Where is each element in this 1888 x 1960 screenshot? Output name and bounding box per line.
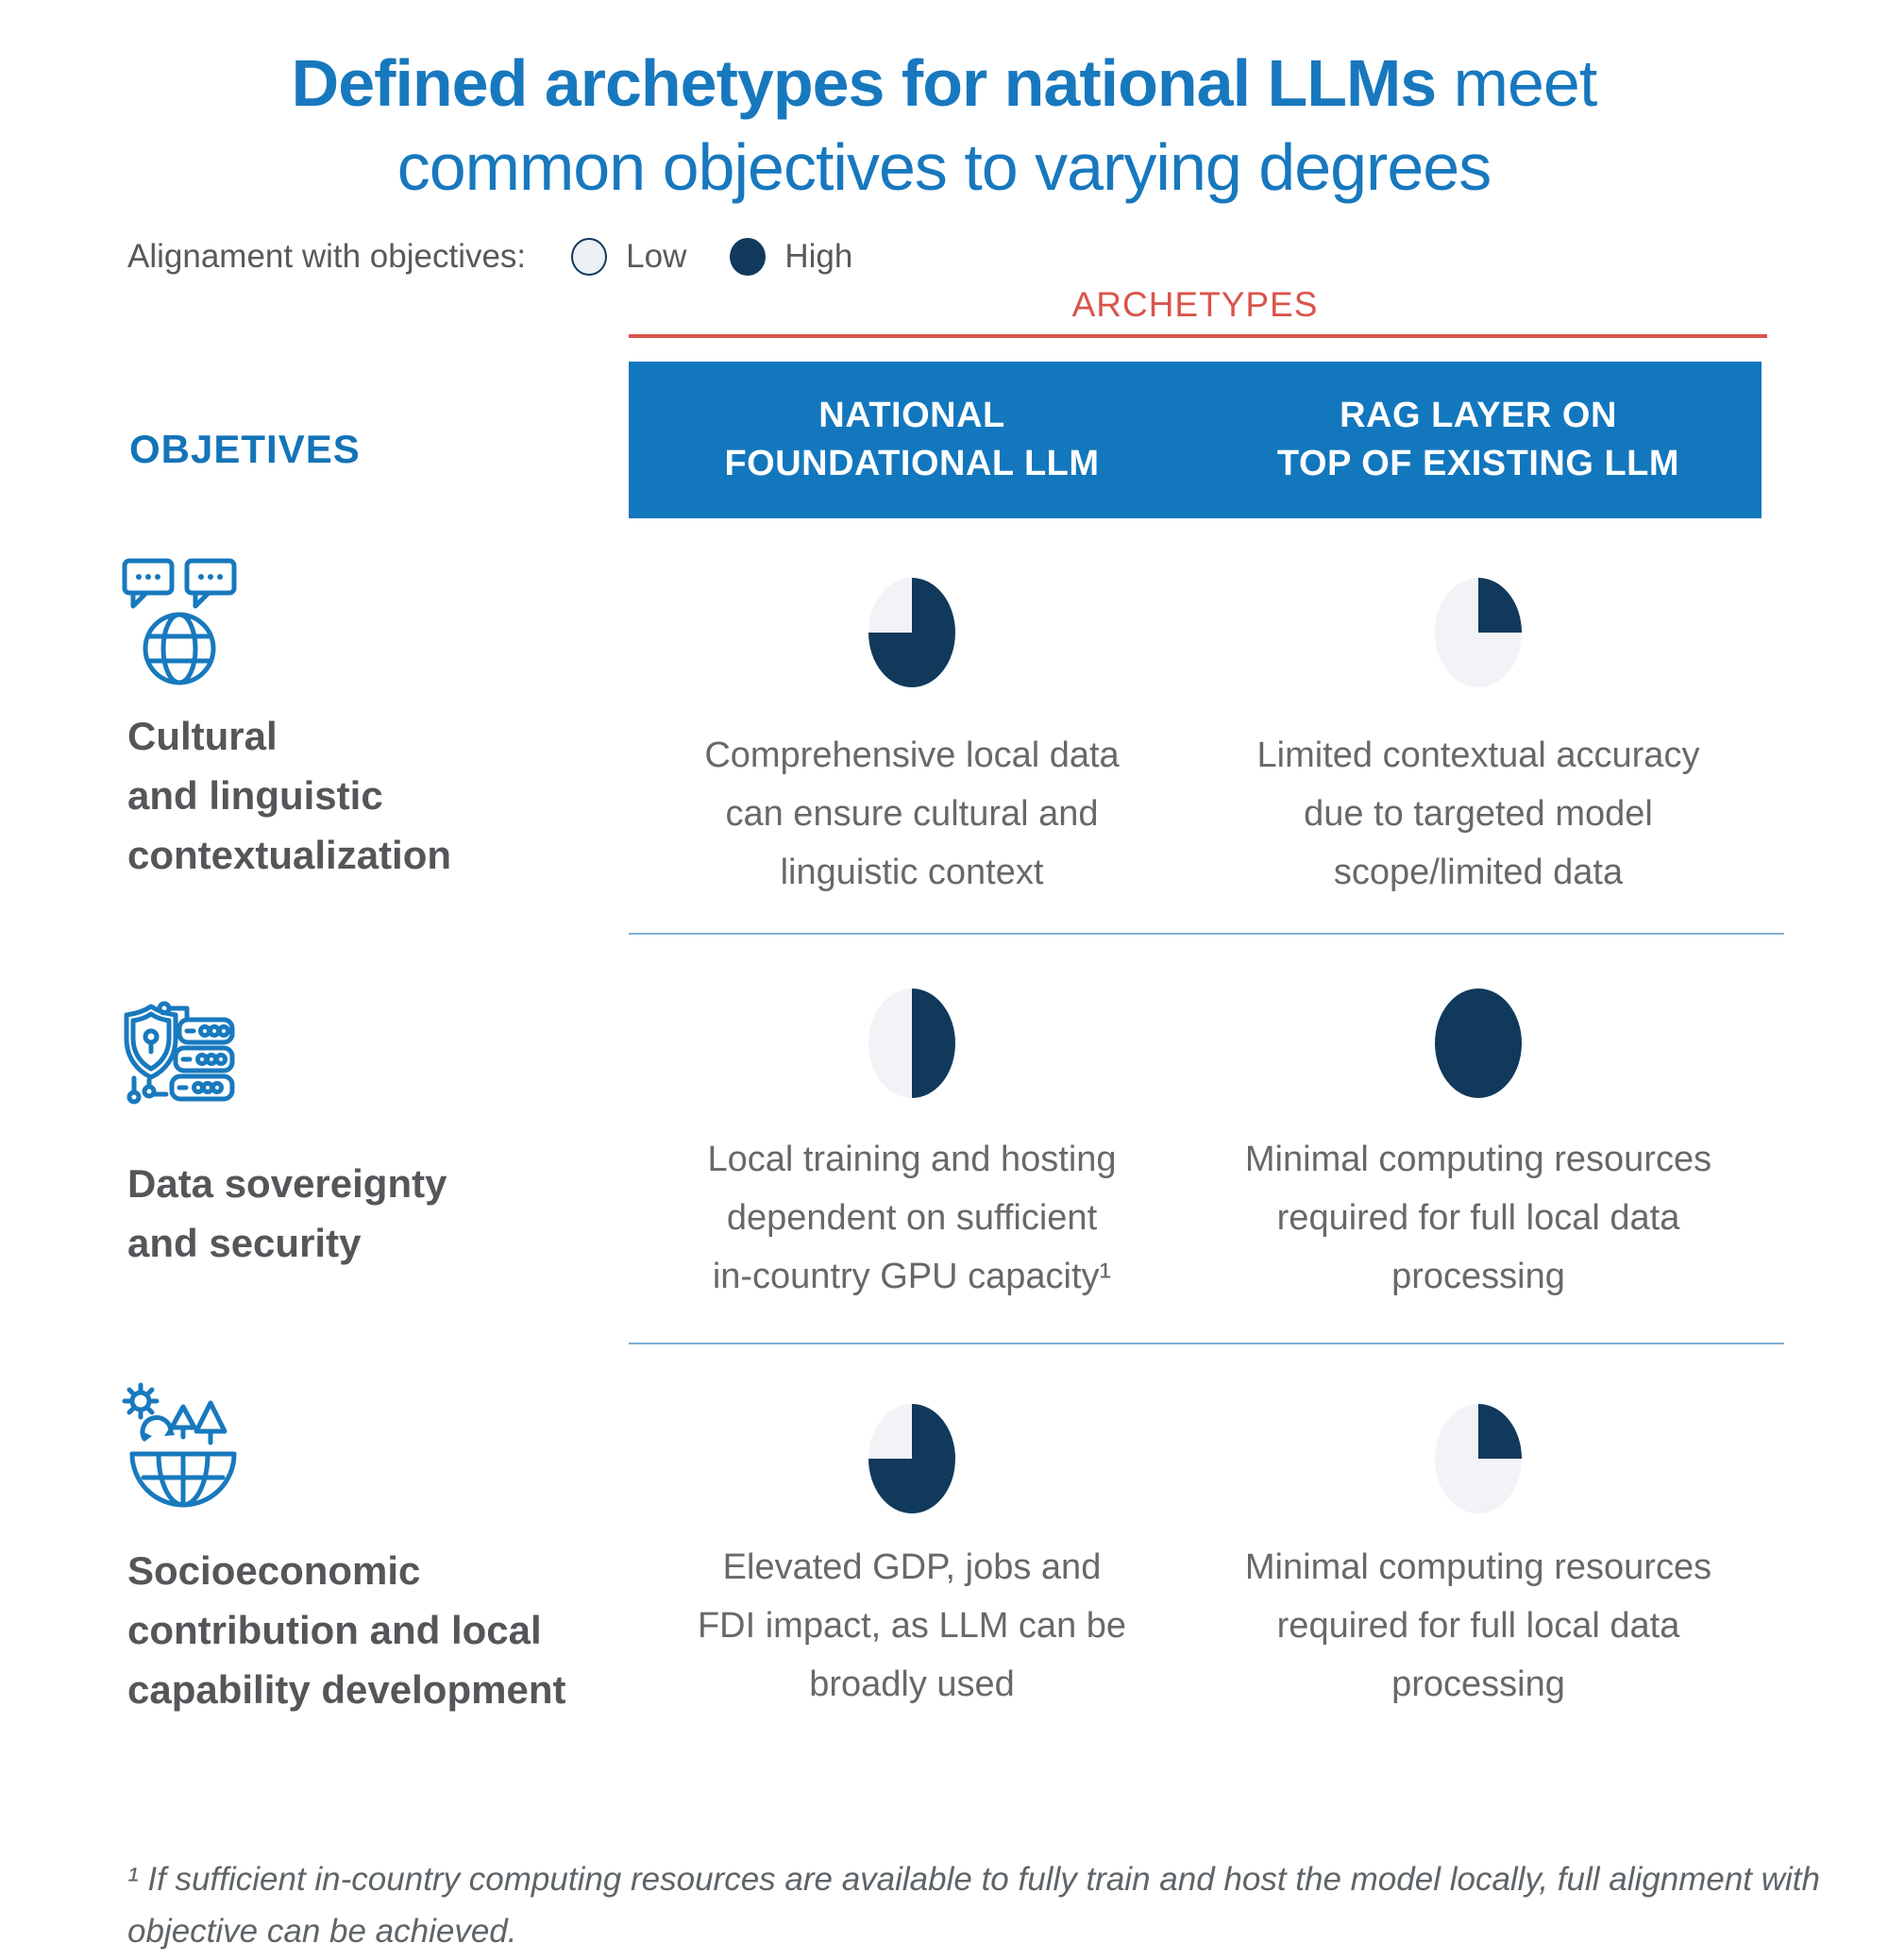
harvey-ball-socioeconomic-rag [1435, 1404, 1522, 1513]
objective-label-socioeconomic: Socioeconomic contribution and local cap… [127, 1548, 566, 1712]
harvey-ball-cultural-rag [1435, 578, 1522, 687]
shield-server-icon [121, 1001, 238, 1116]
high-circle-icon [730, 238, 767, 276]
title-line-1: Defined archetypes for national LLMs mee… [0, 42, 1888, 126]
column-header-national-llm: NATIONAL FOUNDATIONAL LLM [724, 395, 1100, 483]
legend-item-low: Low [571, 238, 686, 276]
title-light: meet [1436, 46, 1598, 120]
cell-text-sovereignty-national: Local training and hosting dependent on … [707, 1140, 1117, 1296]
row-separator-2 [629, 1343, 1784, 1344]
harvey-ball-cultural-national [868, 578, 955, 687]
harvey-ball-sovereignty-national [868, 988, 955, 1098]
objectives-header: OBJETIVES [129, 427, 361, 471]
objective-label-cultural: Cultural and linguistic contextualizatio… [127, 714, 452, 877]
page-title: Defined archetypes for national LLMs mee… [0, 42, 1888, 210]
cell-text-socioeconomic-rag: Minimal computing resources required for… [1244, 1547, 1712, 1704]
row-separator-1 [629, 933, 1784, 935]
cell-text-sovereignty-rag: Minimal computing resources required for… [1244, 1140, 1712, 1296]
legend-label: Alignament with objectives: [127, 238, 527, 275]
legend-low-label: Low [626, 238, 687, 275]
title-line-2: common objectives to varying degrees [396, 129, 1492, 204]
footnote: ¹ If sufficient in-country computing res… [127, 1803, 1855, 1960]
legend-high-label: High [784, 238, 853, 275]
cell-text-cultural-rag: Limited contextual accuracy due to targe… [1256, 735, 1700, 892]
column-header-rag-layer: RAG LAYER ON TOP OF EXISTING LLM [1276, 395, 1680, 483]
column-header-bar: NATIONAL FOUNDATIONAL LLM RAG LAYER ON T… [629, 362, 1762, 518]
objective-label-data-sovereignty: Data sovereignty and security [127, 1161, 447, 1265]
harvey-ball-socioeconomic-national [868, 1404, 955, 1513]
eco-globe-icon [121, 1382, 245, 1516]
legend-item-high: High [730, 238, 852, 276]
chat-globe-icon [121, 557, 238, 687]
cell-text-socioeconomic-national: Elevated GDP, jobs and FDI impact, as LL… [697, 1547, 1127, 1704]
footnote-note: ¹ If sufficient in-country computing res… [127, 1861, 1820, 1950]
archetypes-underline [629, 334, 1767, 338]
low-circle-icon [571, 238, 608, 276]
archetypes-header: ARCHETYPES [1071, 285, 1319, 324]
harvey-ball-sovereignty-rag [1435, 988, 1522, 1098]
cell-text-cultural-national: Comprehensive local data can ensure cult… [704, 735, 1120, 892]
title-bold: Defined archetypes for national LLMs [291, 46, 1438, 120]
alignment-legend: Alignament with objectives: Low High [127, 238, 896, 276]
